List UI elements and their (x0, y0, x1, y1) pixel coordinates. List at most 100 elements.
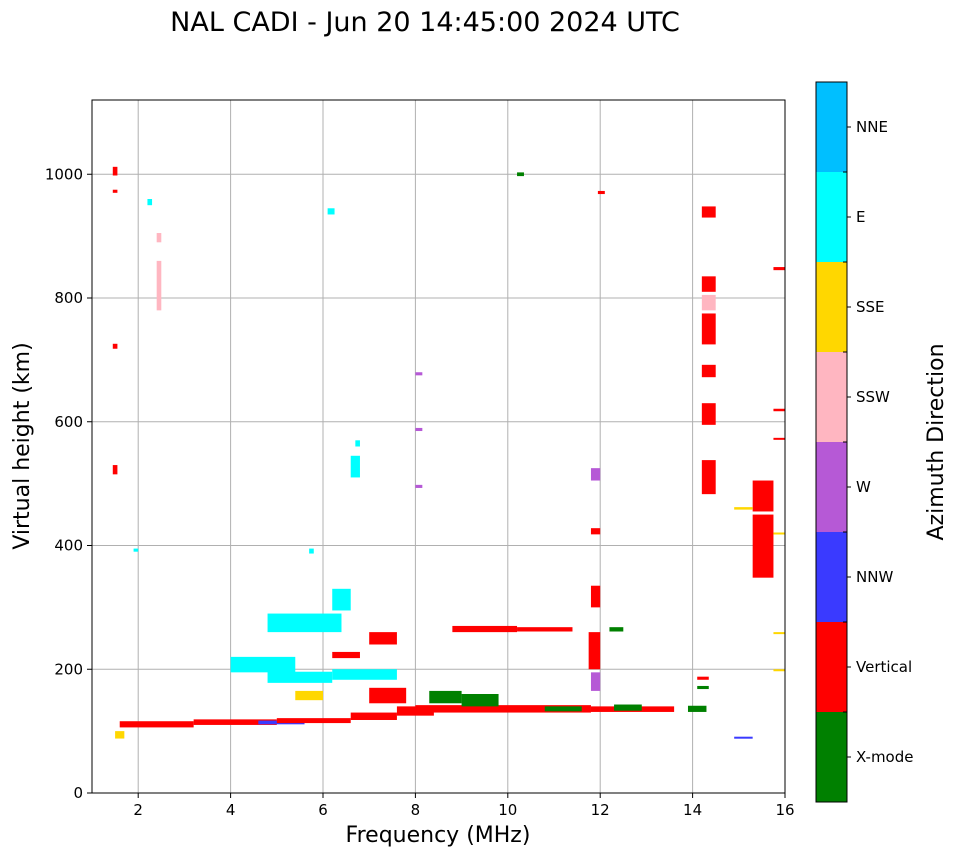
echo-mark-vertical (590, 585, 601, 608)
echo-mark-vertical (112, 189, 118, 193)
echo-mark-x-mode (614, 704, 642, 711)
echo-mark-sse (734, 507, 753, 510)
echo-mark-vertical (701, 313, 716, 345)
echo-mark-ssw (701, 294, 716, 311)
echo-mark-w (415, 372, 423, 376)
echo-mark-e (332, 588, 351, 611)
echo-mark-sse (773, 532, 785, 535)
echo-points (112, 166, 785, 739)
colorbar-tick-label: X-mode (856, 748, 913, 766)
x-tick-label: 14 (683, 801, 702, 819)
echo-mark-sse (115, 731, 125, 739)
colorbar-swatch (816, 262, 847, 352)
echo-mark-vertical (369, 687, 407, 704)
x-tick-label: 8 (411, 801, 421, 819)
colorbar-swatch (816, 442, 847, 532)
colorbar-swatch (816, 712, 847, 802)
x-axis-ticks: 2 4 6 8 10 12 14 16 (133, 793, 795, 819)
echo-mark-vertical (112, 465, 118, 475)
echo-mark-e (133, 548, 139, 552)
echo-mark-nnw (734, 736, 753, 739)
echo-mark-x-mode (461, 694, 499, 707)
echo-mark-vertical (697, 676, 709, 680)
colorbar-tick-label: SSW (856, 388, 890, 406)
echo-mark-vertical (752, 514, 774, 578)
echo-mark-w (590, 468, 601, 481)
y-tick-label: 400 (54, 537, 83, 555)
echo-mark-vertical (701, 364, 716, 378)
colorbar-tick-label: NNE (856, 118, 888, 136)
echo-mark-vertical (332, 651, 360, 659)
echo-mark-vertical (276, 718, 351, 724)
echo-mark-ssw (156, 233, 162, 243)
echo-mark-vertical (588, 632, 601, 670)
echo-mark-vertical (119, 721, 194, 728)
echo-mark-e (350, 455, 360, 478)
echo-mark-vertical (452, 625, 518, 633)
echo-mark-vertical (773, 408, 785, 412)
y-tick-label: 1000 (45, 165, 83, 183)
echo-mark-w (415, 427, 423, 432)
colorbar-swatch (816, 532, 847, 622)
echo-mark-vertical (369, 632, 397, 645)
echo-mark-vertical (350, 712, 397, 720)
colorbar-frame (815, 81, 848, 803)
echo-mark-vertical (701, 276, 716, 292)
colorbar-tick-label: SSE (856, 298, 885, 316)
y-tick-label: 200 (54, 660, 83, 678)
echo-mark-x-mode (609, 627, 624, 632)
echo-mark-vertical (701, 206, 716, 218)
echo-mark-sse (773, 632, 785, 635)
colorbar-swatch (816, 172, 847, 262)
echo-mark-vertical (752, 480, 774, 512)
echo-mark-vertical (701, 403, 716, 425)
y-tick-label: 600 (54, 413, 83, 431)
colorbar-label: Azimuth Direction (924, 343, 949, 540)
echo-mark-x-mode (544, 706, 582, 712)
echo-mark-sse (773, 669, 785, 672)
x-tick-label: 4 (226, 801, 236, 819)
y-axis-label: Virtual height (km) (10, 342, 35, 549)
echo-mark-vertical (193, 719, 277, 725)
echo-mark-e (355, 440, 360, 447)
y-tick-label: 800 (54, 289, 83, 307)
echo-mark-vertical (517, 627, 573, 632)
plot-area (91, 99, 786, 794)
colorbar-swatch (816, 622, 847, 712)
echo-mark-vertical (773, 267, 785, 271)
x-tick-label: 10 (498, 801, 517, 819)
plot-frame (91, 99, 786, 794)
colorbar-tick-label: W (856, 478, 871, 496)
x-tick-label: 2 (133, 801, 143, 819)
echo-mark-x-mode (517, 172, 524, 177)
x-tick-label: 6 (318, 801, 328, 819)
echo-mark-vertical (597, 190, 605, 195)
colorbar-tick-label: Vertical (856, 658, 912, 676)
colorbar-swatch (816, 352, 847, 442)
echo-mark-x-mode (429, 690, 462, 704)
echo-mark-vertical (415, 705, 591, 713)
echo-mark-vertical (112, 166, 118, 176)
echo-mark-vertical (701, 460, 716, 495)
echo-mark-vertical (590, 528, 601, 535)
echo-mark-ssw (156, 260, 162, 311)
echo-mark-e (327, 208, 335, 215)
grid-lines (92, 100, 785, 793)
echo-mark-x-mode (697, 685, 709, 690)
echo-mark-w (415, 484, 423, 488)
y-axis-ticks: 0 200 400 600 800 1000 (45, 165, 92, 802)
echo-mark-x-mode (687, 705, 707, 712)
echo-mark-e (267, 671, 333, 683)
chart-title: NAL CADI - Jun 20 14:45:00 2024 UTC (170, 7, 680, 38)
colorbar-tick-label: E (856, 208, 865, 226)
plot-background (92, 100, 785, 793)
x-tick-label: 16 (775, 801, 794, 819)
y-tick-label: 0 (73, 784, 83, 802)
colorbar-tick-label: NNW (856, 568, 893, 586)
echo-mark-e (332, 669, 397, 680)
echo-mark-e (147, 199, 153, 206)
colorbar: X-mode Vertical NNW W SSW SSE E NNE (815, 81, 913, 803)
echo-mark-w (590, 672, 601, 691)
colorbar-swatch (816, 82, 847, 172)
